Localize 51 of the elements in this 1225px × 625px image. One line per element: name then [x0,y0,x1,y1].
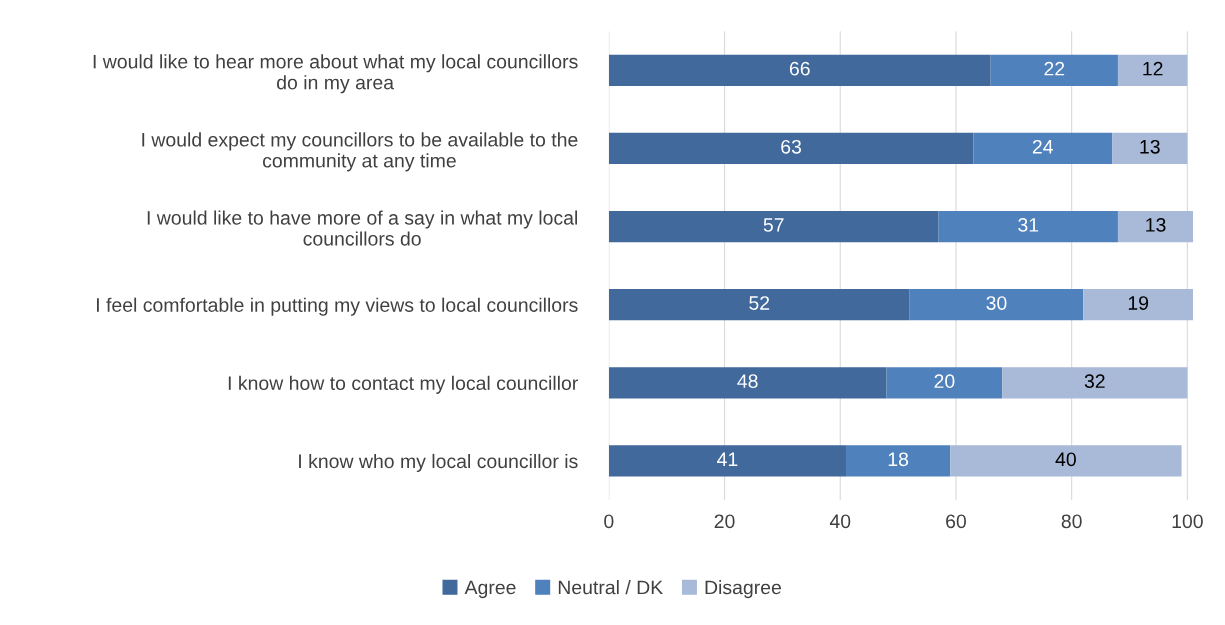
x-tick-label: 0 [604,514,614,529]
bar [990,54,1118,86]
data-label: 66 [789,61,810,76]
bar [608,54,991,86]
data-label: 13 [1146,218,1166,232]
x-tick-label: 60 [946,514,966,529]
data-label: 31 [1018,218,1039,232]
x-tick-label: 40 [829,514,851,529]
data-label: 63 [781,139,802,154]
y-tick-label: I know who my local councillor is [299,453,578,473]
bar [886,367,1003,399]
bar [1117,54,1188,86]
data-label: 20 [934,374,955,389]
bar [950,445,1182,477]
legend-label: Neutral / DK [558,580,663,595]
bar [608,367,887,399]
legend-label: Agree [464,580,516,599]
data-label: 12 [1143,61,1163,76]
data-label: 41 [717,452,738,466]
data-label: 32 [1084,374,1105,389]
x-tick-label: 80 [1061,514,1082,529]
data-label: 13 [1140,139,1160,154]
y-tick-label: I would expect my councillors to be available to the community at any time [142,132,578,172]
data-label: 30 [986,296,1007,310]
y-tick-label: I would like to hear more about what my local councillors do in my area [93,54,578,94]
data-label: 57 [763,218,784,232]
legend-label: Disagree [705,580,781,599]
bar [1117,210,1194,243]
bar [846,445,951,477]
bar [909,289,1084,321]
y-tick-label: I feel comfortable in putting my views to local councillors [97,297,578,316]
data-label: 24 [1032,139,1053,154]
data-label: 19 [1128,296,1149,310]
bar [608,210,939,243]
bar [608,132,974,165]
y-tick-label: I know how to contact my local councillor [228,375,578,394]
data-label: 40 [1055,452,1076,467]
bar [608,445,847,477]
bar [1002,367,1188,399]
bar [608,289,910,321]
bar [1083,289,1194,321]
data-label: 18 [888,452,909,467]
bar [973,132,1113,165]
data-label: 48 [737,374,758,389]
x-tick-label: 100 [1172,514,1203,529]
data-label: 52 [749,296,770,310]
x-tick-label: 20 [714,514,735,529]
bar [1112,132,1188,165]
data-label: 22 [1044,61,1065,76]
bar [938,210,1118,243]
y-tick-label: I would like to have more of a say in what my local councillors do [147,210,577,246]
